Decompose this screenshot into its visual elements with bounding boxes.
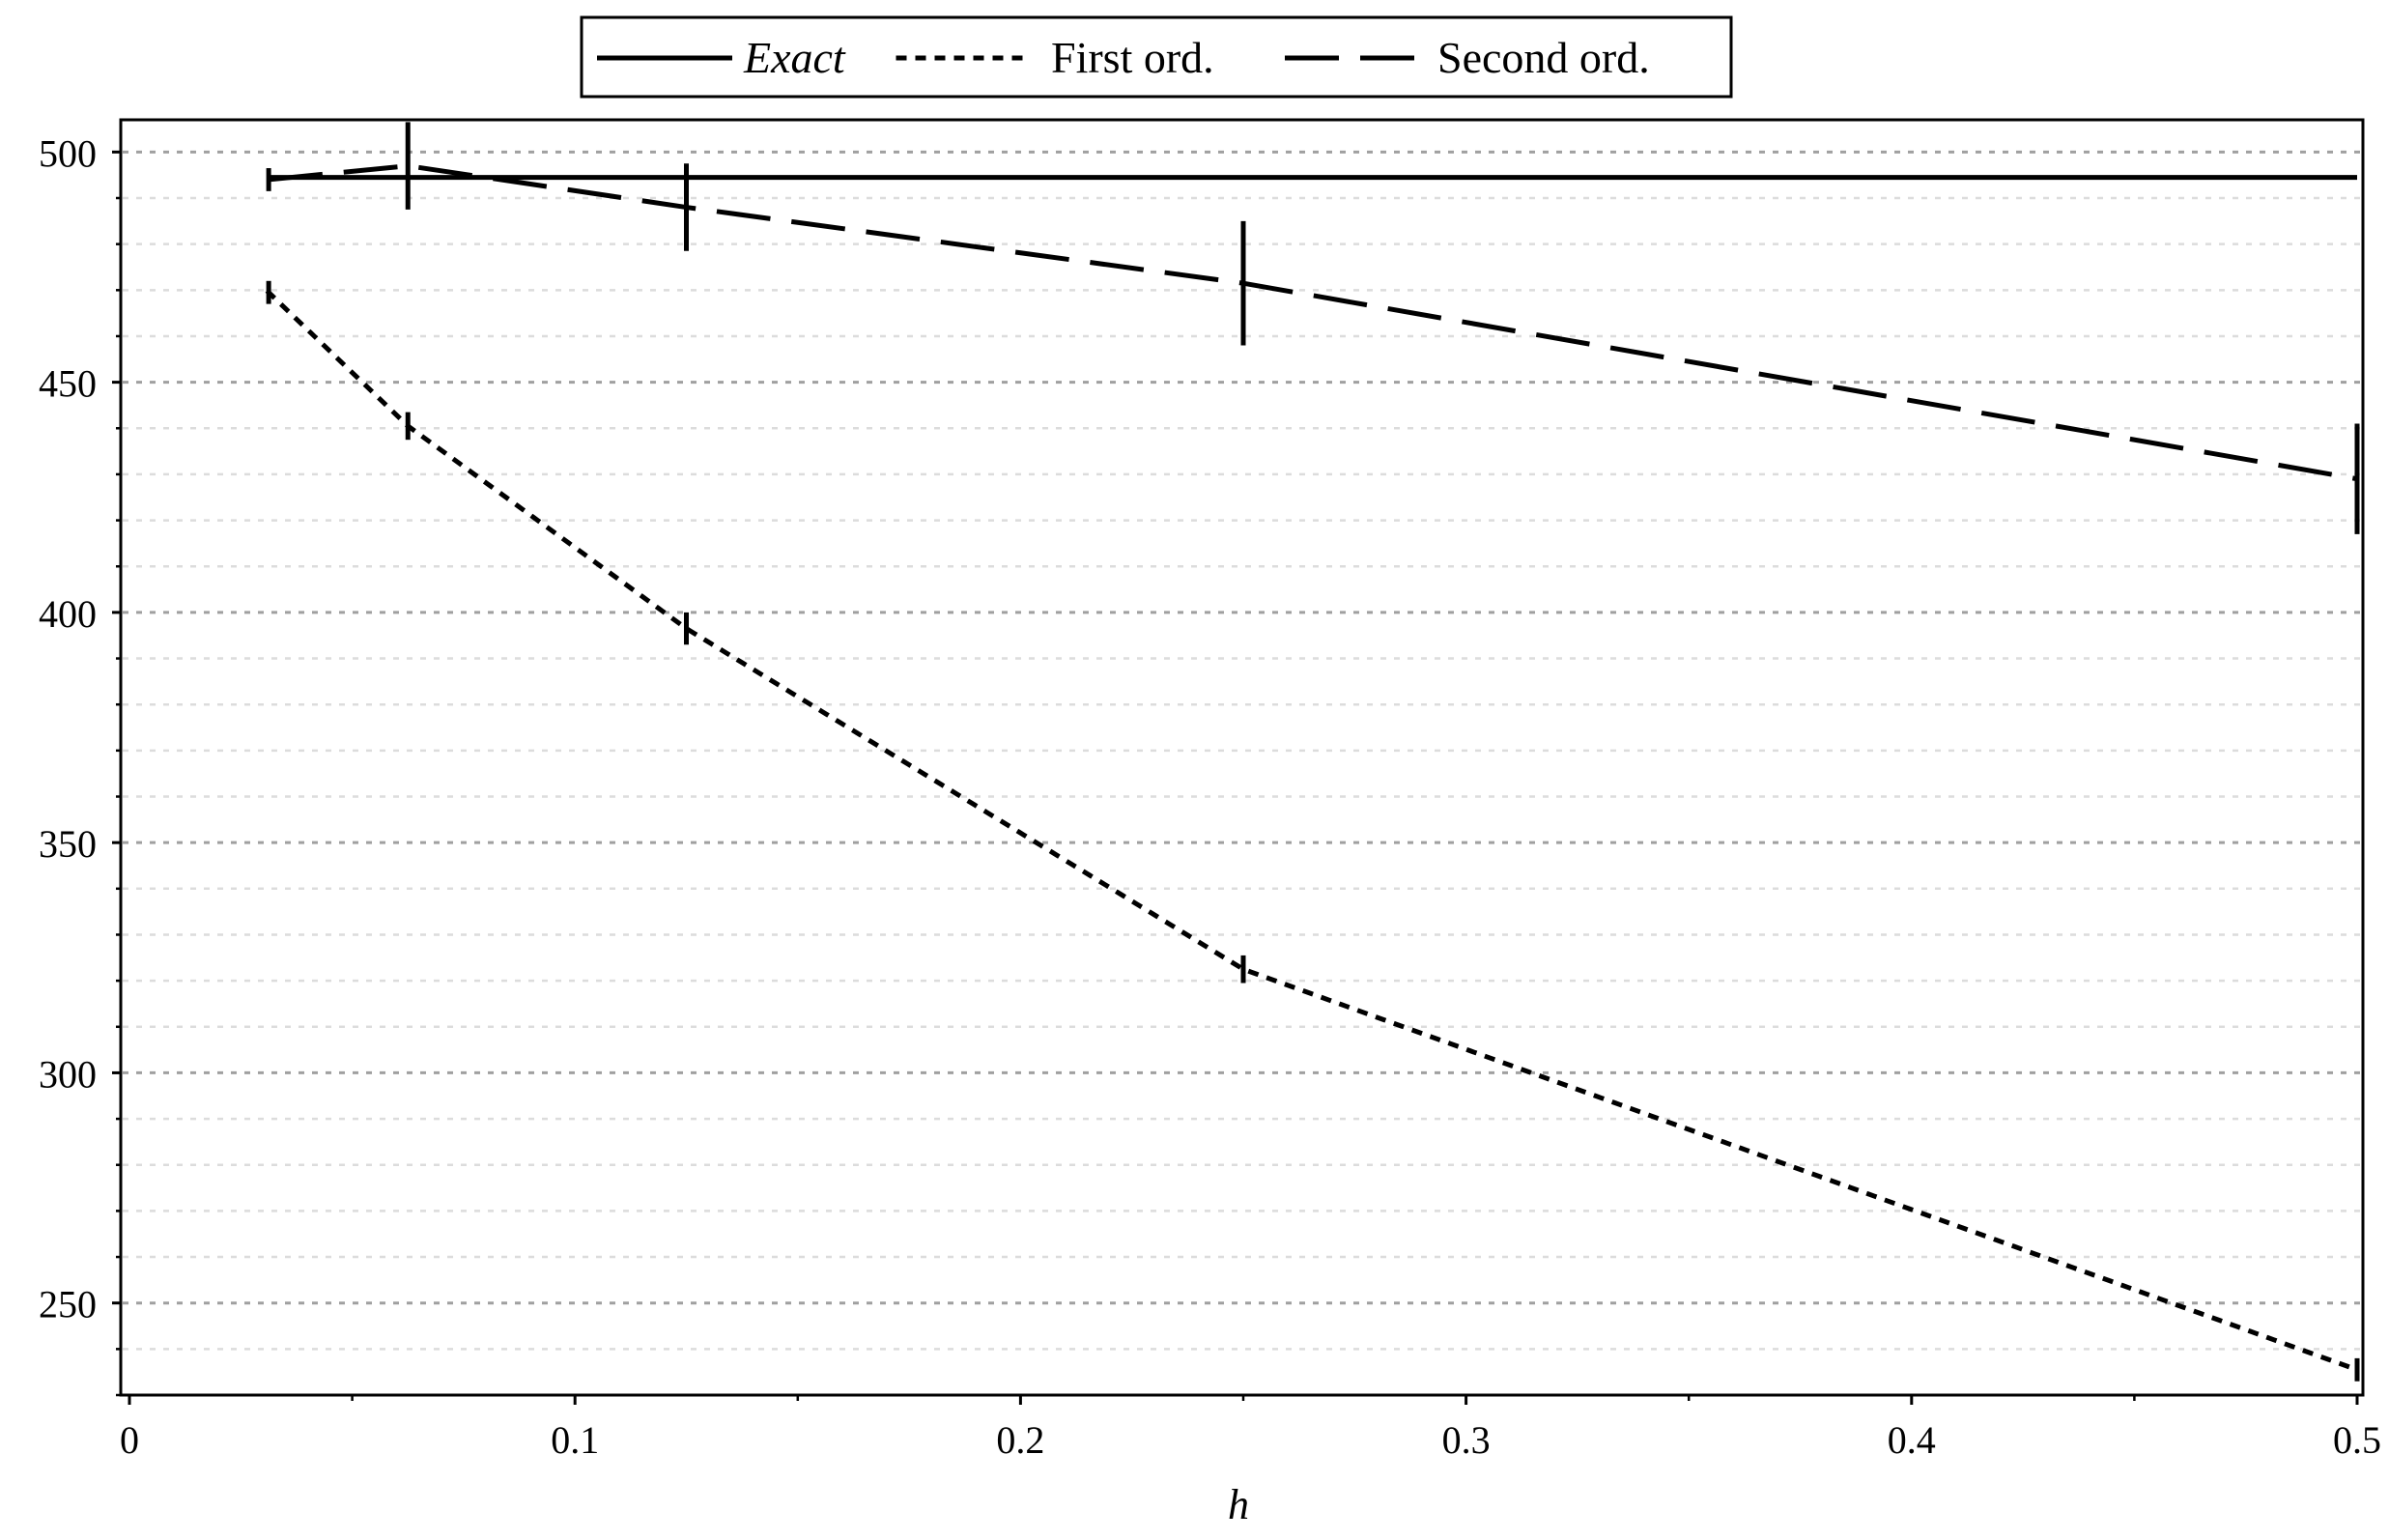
x-tick-label: 0.5	[2333, 1418, 2381, 1462]
legend-label-1: First ord.	[1051, 33, 1214, 82]
y-tick-label: 300	[39, 1052, 97, 1096]
x-tick-label: 0	[120, 1418, 139, 1462]
y-tick-label: 250	[39, 1283, 97, 1326]
x-tick-label: 0.1	[551, 1418, 599, 1462]
y-tick-label: 350	[39, 822, 97, 866]
legend: Exact First ord. Second ord.	[582, 17, 1731, 97]
x-axis-label: h	[1228, 1481, 1249, 1528]
y-tick-label: 450	[39, 362, 97, 406]
x-tick-label: 0.2	[996, 1418, 1044, 1462]
legend-label-2: Second ord.	[1437, 33, 1650, 82]
x-tick-label: 0.4	[1888, 1418, 1936, 1462]
y-tick-label: 500	[39, 131, 97, 175]
x-tick-label: 0.3	[1442, 1418, 1491, 1462]
y-tick-label: 400	[39, 592, 97, 636]
legend-label-0: Exact	[743, 33, 846, 82]
